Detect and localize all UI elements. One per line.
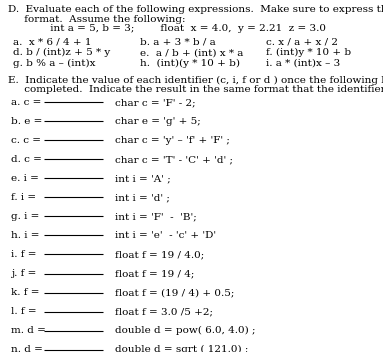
Text: float f = 19 / 4;: float f = 19 / 4;: [115, 269, 194, 278]
Text: c. x / a + x / 2: c. x / a + x / 2: [266, 38, 338, 47]
Text: g. i =: g. i =: [11, 212, 40, 221]
Text: double d = pow( 6.0, 4.0) ;: double d = pow( 6.0, 4.0) ;: [115, 326, 255, 335]
Text: m. d =: m. d =: [11, 326, 46, 335]
Text: char c = 'F' - 2;: char c = 'F' - 2;: [115, 98, 196, 107]
Text: int i = 'd' ;: int i = 'd' ;: [115, 193, 170, 202]
Text: i. a * (int)x – 3: i. a * (int)x – 3: [266, 59, 340, 68]
Text: a.  x * 6 / 4 + 1: a. x * 6 / 4 + 1: [13, 38, 92, 47]
Text: f. (int)y * 10 + b: f. (int)y * 10 + b: [266, 48, 351, 57]
Text: E.  Indicate the value of each identifier (c, i, f or d ) once the following lin: E. Indicate the value of each identifier…: [8, 76, 383, 85]
Text: D.  Evaluate each of the following expressions.  Make sure to express the result: D. Evaluate each of the following expres…: [8, 5, 383, 14]
Text: completed.  Indicate the result in the same format that the identifier was decla: completed. Indicate the result in the sa…: [8, 85, 383, 94]
Text: int i = 'F'  -  'B';: int i = 'F' - 'B';: [115, 212, 196, 221]
Text: float f = 3.0 /5 +2;: float f = 3.0 /5 +2;: [115, 307, 213, 316]
Text: h.  (int)(y * 10 + b): h. (int)(y * 10 + b): [140, 59, 240, 68]
Text: d. b / (int)z + 5 * y: d. b / (int)z + 5 * y: [13, 48, 111, 57]
Text: b. e =: b. e =: [11, 117, 43, 126]
Text: format.  Assume the following:: format. Assume the following:: [8, 15, 185, 24]
Text: double d = sqrt ( 121.0) ;: double d = sqrt ( 121.0) ;: [115, 345, 248, 352]
Text: int i = 'A' ;: int i = 'A' ;: [115, 174, 171, 183]
Text: j. f =: j. f =: [11, 269, 37, 278]
Text: c. c =: c. c =: [11, 136, 41, 145]
Text: a. c =: a. c =: [11, 98, 42, 107]
Text: float f = (19 / 4) + 0.5;: float f = (19 / 4) + 0.5;: [115, 288, 234, 297]
Text: int i = 'e'  - 'c' + 'D': int i = 'e' - 'c' + 'D': [115, 231, 216, 240]
Text: char c = 'y' – 'f' + 'F' ;: char c = 'y' – 'f' + 'F' ;: [115, 136, 230, 145]
Text: f. i =: f. i =: [11, 193, 37, 202]
Text: n. d =: n. d =: [11, 345, 43, 352]
Text: l. f =: l. f =: [11, 307, 37, 316]
Text: h. i =: h. i =: [11, 231, 40, 240]
Text: float f = 19 / 4.0;: float f = 19 / 4.0;: [115, 250, 204, 259]
Text: d. c =: d. c =: [11, 155, 43, 164]
Text: i. f =: i. f =: [11, 250, 37, 259]
Text: char e = 'g' + 5;: char e = 'g' + 5;: [115, 117, 201, 126]
Text: b. a + 3 * b / a: b. a + 3 * b / a: [140, 38, 216, 47]
Text: e.  a / b + (int) x * a: e. a / b + (int) x * a: [140, 48, 243, 57]
Text: e. i =: e. i =: [11, 174, 39, 183]
Text: int a = 5, b = 3;        float  x = 4.0,  y = 2.21  z = 3.0: int a = 5, b = 3; float x = 4.0, y = 2.2…: [8, 24, 326, 33]
Text: char c = 'T' - 'C' + 'd' ;: char c = 'T' - 'C' + 'd' ;: [115, 155, 233, 164]
Text: g. b % a – (int)x: g. b % a – (int)x: [13, 59, 96, 68]
Text: k. f =: k. f =: [11, 288, 40, 297]
